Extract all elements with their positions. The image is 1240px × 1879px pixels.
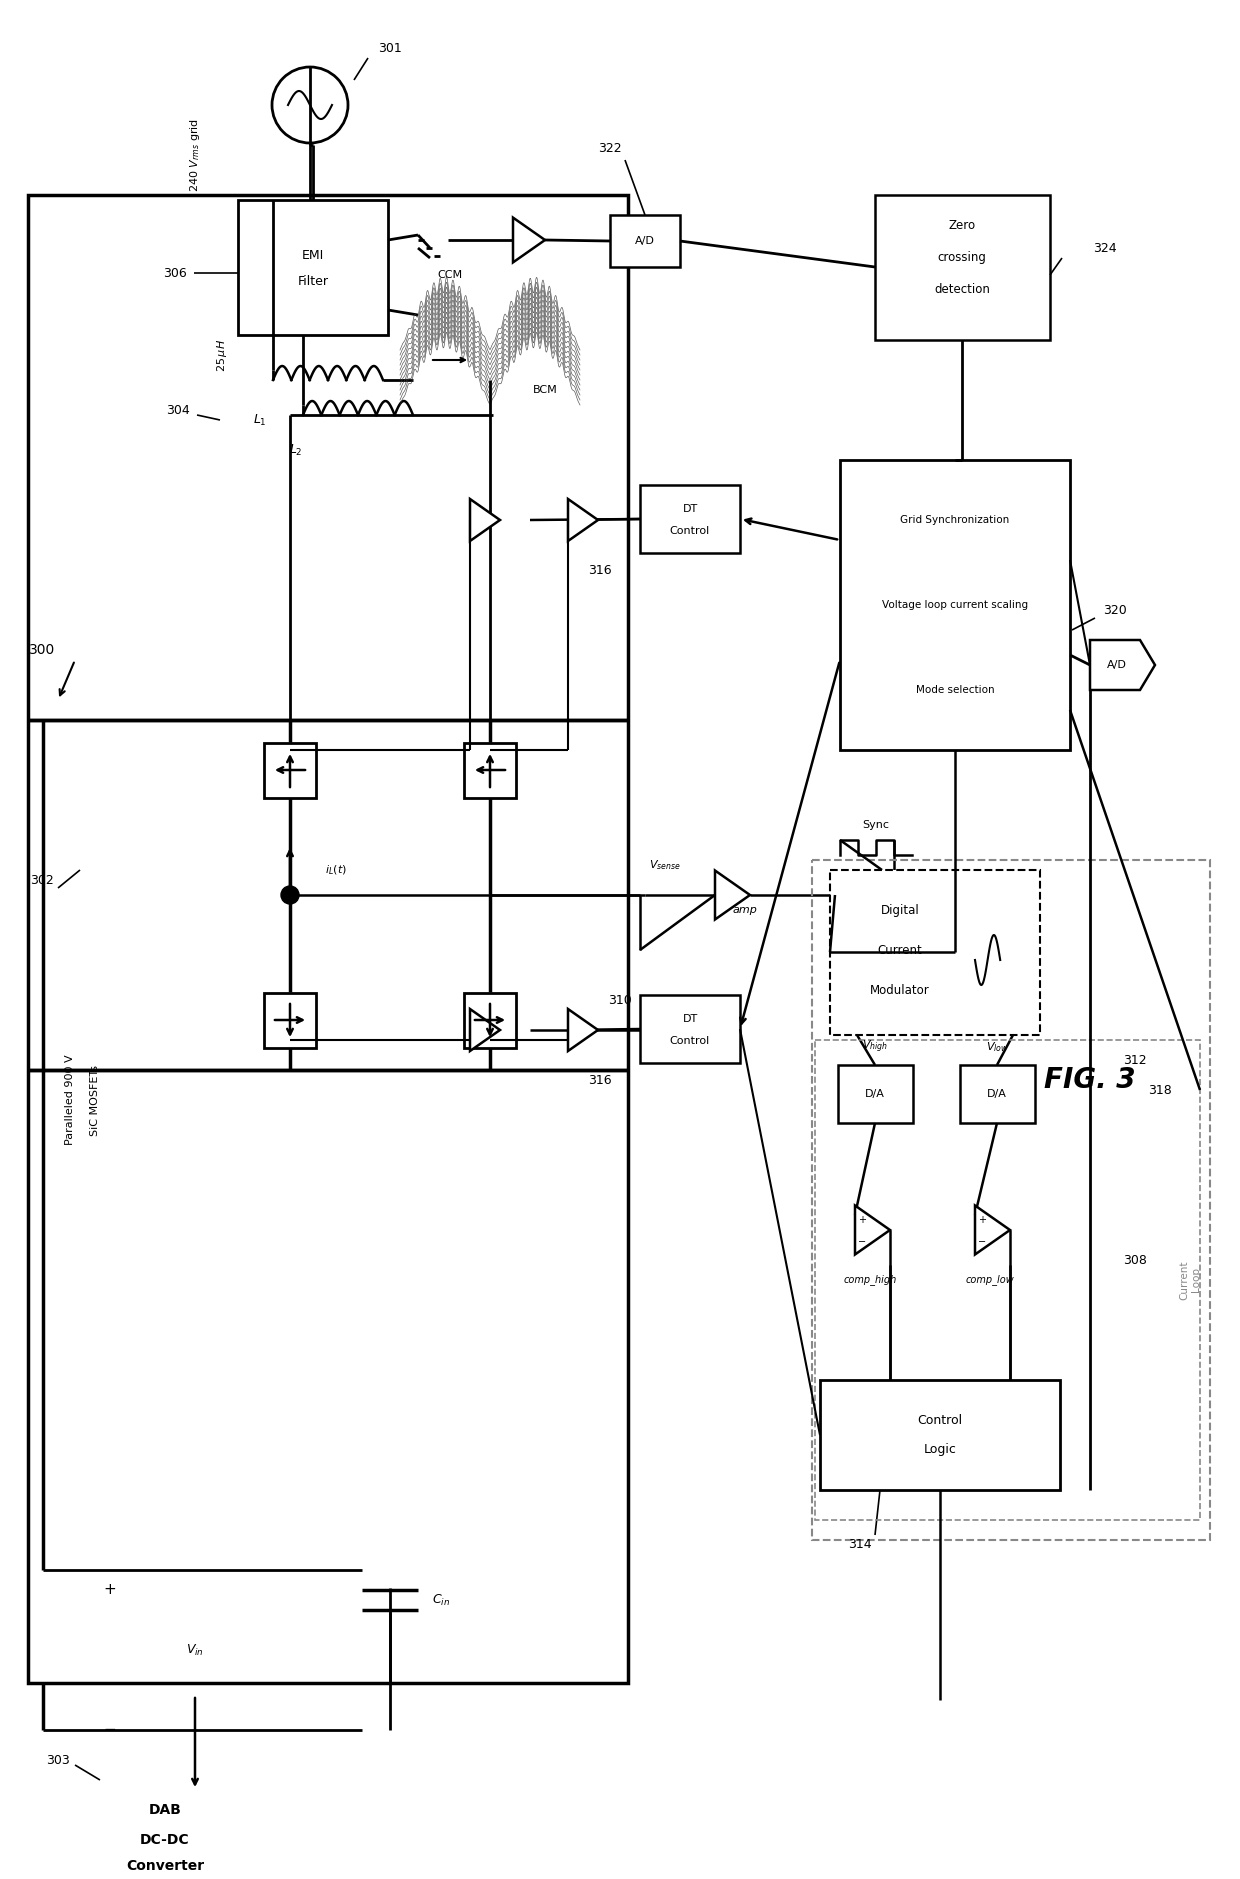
Text: Digital: Digital — [880, 904, 919, 917]
Text: DAB: DAB — [149, 1804, 181, 1817]
Text: +: + — [978, 1216, 986, 1225]
FancyBboxPatch shape — [960, 1065, 1035, 1124]
Text: $C_{in}$: $C_{in}$ — [432, 1592, 450, 1608]
Text: $25\,\mu H$: $25\,\mu H$ — [215, 338, 229, 372]
Text: 301: 301 — [378, 41, 402, 54]
FancyBboxPatch shape — [610, 214, 680, 267]
Text: Modulator: Modulator — [870, 983, 930, 996]
Text: 312: 312 — [1123, 1054, 1147, 1067]
FancyBboxPatch shape — [464, 992, 516, 1048]
Text: 303: 303 — [46, 1753, 69, 1766]
Text: 316: 316 — [588, 564, 611, 577]
Text: Filter: Filter — [298, 274, 329, 287]
Text: 320: 320 — [1104, 603, 1127, 616]
Text: Paralleled 900 V: Paralleled 900 V — [64, 1054, 74, 1146]
Text: $V_{sense}$: $V_{sense}$ — [649, 859, 681, 872]
Text: 324: 324 — [1094, 242, 1117, 254]
Text: 302: 302 — [30, 874, 53, 887]
Text: Zero: Zero — [949, 218, 976, 231]
FancyBboxPatch shape — [264, 992, 316, 1048]
FancyBboxPatch shape — [640, 996, 740, 1064]
FancyBboxPatch shape — [838, 1065, 913, 1124]
Text: Converter: Converter — [126, 1858, 205, 1873]
Circle shape — [281, 887, 299, 904]
Text: Current
Loop: Current Loop — [1179, 1261, 1200, 1300]
Text: DT: DT — [682, 504, 698, 515]
Polygon shape — [470, 500, 500, 541]
Text: 314: 314 — [848, 1539, 872, 1552]
FancyBboxPatch shape — [875, 195, 1050, 340]
Text: D/A: D/A — [987, 1090, 1007, 1099]
Polygon shape — [470, 1009, 500, 1050]
FancyBboxPatch shape — [830, 870, 1040, 1035]
Text: comp_high: comp_high — [843, 1274, 897, 1285]
Polygon shape — [975, 1206, 1011, 1255]
Text: 322: 322 — [598, 141, 621, 154]
Text: Sync: Sync — [863, 819, 889, 831]
FancyBboxPatch shape — [640, 485, 740, 552]
Text: EMI: EMI — [301, 248, 324, 261]
FancyBboxPatch shape — [464, 742, 516, 799]
Text: $L_2$: $L_2$ — [289, 442, 303, 458]
Text: Grid Synchronization: Grid Synchronization — [900, 515, 1009, 524]
Text: 318: 318 — [1148, 1084, 1172, 1097]
Text: $V_{in}$: $V_{in}$ — [186, 1642, 203, 1657]
Polygon shape — [568, 1009, 598, 1050]
Text: Voltage loop current scaling: Voltage loop current scaling — [882, 599, 1028, 611]
Polygon shape — [568, 500, 598, 541]
Text: Control: Control — [918, 1415, 962, 1428]
Text: 304: 304 — [166, 404, 190, 417]
FancyBboxPatch shape — [820, 1379, 1060, 1490]
Text: amp: amp — [733, 906, 758, 915]
Text: 316: 316 — [588, 1073, 611, 1086]
Text: 300: 300 — [29, 643, 55, 658]
Text: DT: DT — [682, 1015, 698, 1024]
Text: −: − — [104, 1723, 117, 1738]
Text: $240\ V_{rms}$ grid: $240\ V_{rms}$ grid — [188, 118, 202, 192]
Polygon shape — [715, 870, 750, 919]
Text: +: + — [858, 1216, 866, 1225]
Text: Control: Control — [670, 526, 711, 536]
Text: $L_1$: $L_1$ — [253, 413, 267, 428]
Text: A/D: A/D — [635, 237, 655, 246]
Text: SiC MOSFETs: SiC MOSFETs — [91, 1065, 100, 1135]
FancyBboxPatch shape — [264, 742, 316, 799]
Text: 308: 308 — [1123, 1253, 1147, 1266]
Text: $V_{low}$: $V_{low}$ — [986, 1041, 1008, 1054]
Text: crossing: crossing — [937, 250, 987, 263]
Text: 306: 306 — [164, 267, 187, 280]
Polygon shape — [1090, 641, 1154, 690]
Text: $i_L(t)$: $i_L(t)$ — [325, 862, 347, 877]
Polygon shape — [856, 1206, 890, 1255]
Text: A/D: A/D — [1107, 660, 1127, 671]
Text: FIG. 3: FIG. 3 — [1044, 1065, 1136, 1094]
Text: $V_{high}$: $V_{high}$ — [862, 1039, 888, 1056]
Text: comp_low: comp_low — [966, 1274, 1014, 1285]
Text: detection: detection — [934, 282, 990, 295]
Text: D/A: D/A — [866, 1090, 885, 1099]
FancyBboxPatch shape — [29, 195, 627, 1684]
Text: Control: Control — [670, 1035, 711, 1047]
Text: BCM: BCM — [533, 385, 557, 395]
Text: −: − — [978, 1236, 986, 1248]
FancyBboxPatch shape — [238, 199, 388, 334]
Text: −: − — [858, 1236, 866, 1248]
Text: DC-DC: DC-DC — [140, 1834, 190, 1847]
Polygon shape — [513, 218, 546, 263]
Text: +: + — [104, 1582, 117, 1597]
Text: Logic: Logic — [924, 1443, 956, 1456]
FancyBboxPatch shape — [839, 460, 1070, 750]
Text: CCM: CCM — [438, 271, 463, 280]
Text: Current: Current — [878, 943, 923, 956]
Text: 310: 310 — [608, 994, 632, 1007]
Text: Mode selection: Mode selection — [915, 686, 994, 695]
